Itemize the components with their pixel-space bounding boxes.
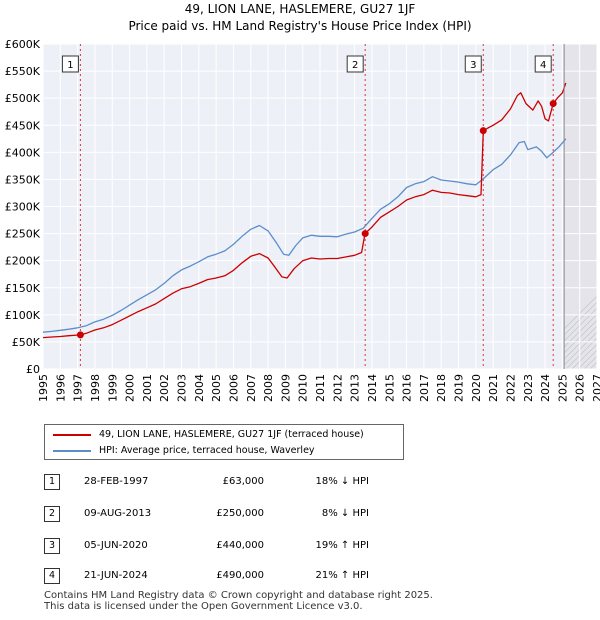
sale-number-label: 2 bbox=[352, 60, 358, 71]
y-tick-label: £200K bbox=[5, 255, 41, 268]
x-tick-label: 1995 bbox=[37, 374, 50, 402]
table-row: 3 05-JUN-2020 £440,000 19% ↑ HPI bbox=[44, 538, 424, 554]
table-row: 2 09-AUG-2013 £250,000 8% ↓ HPI bbox=[44, 506, 424, 522]
transaction-hpi-diff: 8% ↓ HPI bbox=[321, 508, 369, 519]
sale-point bbox=[549, 100, 557, 108]
x-tick-label: 2011 bbox=[314, 374, 327, 402]
footer-license: This data is licensed under the Open Gov… bbox=[44, 601, 363, 612]
y-tick-label: £400K bbox=[5, 146, 41, 159]
legend-item-hpi: HPI: Average price, terraced house, Wave… bbox=[53, 443, 315, 459]
y-tick-label: £450K bbox=[5, 119, 41, 132]
x-tick-label: 2014 bbox=[366, 374, 379, 402]
transaction-number-badge: 4 bbox=[44, 568, 60, 584]
x-tick-label: 1997 bbox=[72, 374, 85, 402]
x-tick-label: 1996 bbox=[54, 374, 67, 402]
x-tick-label: 1999 bbox=[106, 374, 119, 402]
sale-number-box bbox=[346, 55, 364, 73]
x-tick-label: 2018 bbox=[435, 374, 448, 402]
y-tick-label: £300K bbox=[5, 201, 41, 214]
legend-swatch-hpi bbox=[53, 449, 91, 452]
y-tick-label: £250K bbox=[5, 228, 41, 241]
price-chart: 49, LION LANE, HASLEMERE, GU27 1JF Price… bbox=[5, 2, 600, 402]
x-tick-label: 2005 bbox=[210, 374, 223, 402]
sale-number-label: 3 bbox=[470, 60, 476, 71]
property-series-line bbox=[42, 82, 567, 339]
x-tick-label: 2009 bbox=[279, 374, 292, 402]
legend-item-property: 49, LION LANE, HASLEMERE, GU27 1JF (terr… bbox=[53, 427, 364, 443]
x-tick-label: 1998 bbox=[89, 374, 102, 402]
transaction-date: 28-FEB-1997 bbox=[84, 476, 149, 487]
x-tick-label: 2001 bbox=[141, 374, 154, 402]
legend: 49, LION LANE, HASLEMERE, GU27 1JF (terr… bbox=[44, 424, 404, 460]
y-tick-label: £150K bbox=[5, 282, 41, 295]
sale-point bbox=[76, 331, 84, 339]
x-tick-label: 2007 bbox=[245, 374, 258, 402]
transaction-price: £440,000 bbox=[216, 540, 264, 551]
y-tick-label: £500K bbox=[5, 92, 41, 105]
legend-swatch-property bbox=[53, 433, 91, 436]
sale-point bbox=[361, 230, 369, 238]
transaction-number-badge: 2 bbox=[44, 506, 60, 522]
y-tick-label: £100K bbox=[5, 309, 41, 322]
y-tick-label: £600K bbox=[5, 38, 41, 51]
transaction-price: £250,000 bbox=[216, 508, 264, 519]
x-tick-label: 2015 bbox=[383, 374, 396, 402]
x-tick-label: 2013 bbox=[349, 374, 362, 402]
y-tick-label: £50K bbox=[12, 336, 41, 349]
x-tick-label: 2021 bbox=[487, 374, 500, 402]
transaction-date: 09-AUG-2013 bbox=[84, 508, 152, 519]
x-tick-label: 2002 bbox=[158, 374, 171, 402]
legend-label-hpi: HPI: Average price, terraced house, Wave… bbox=[99, 445, 315, 456]
x-tick-label: 2003 bbox=[176, 374, 189, 402]
transaction-hpi-diff: 19% ↑ HPI bbox=[315, 540, 369, 551]
chart-title: 49, LION LANE, HASLEMERE, GU27 1JF bbox=[185, 2, 416, 16]
footer: Contains HM Land Registry data © Crown c… bbox=[44, 590, 584, 612]
x-tick-label: 2012 bbox=[331, 374, 344, 402]
sale-number-label: 1 bbox=[67, 60, 73, 71]
transaction-date: 05-JUN-2020 bbox=[84, 540, 148, 551]
transaction-price: £490,000 bbox=[216, 570, 264, 581]
x-tick-label: 2017 bbox=[418, 374, 431, 402]
x-tick-label: 2025 bbox=[556, 374, 569, 402]
transaction-number-badge: 3 bbox=[44, 538, 60, 554]
footer-copyright: Contains HM Land Registry data © Crown c… bbox=[44, 590, 433, 601]
sale-number-label: 4 bbox=[540, 60, 546, 71]
y-tick-label: £550K bbox=[5, 65, 41, 78]
legend-label-property: 49, LION LANE, HASLEMERE, GU27 1JF (terr… bbox=[99, 429, 364, 440]
transaction-number-badge: 1 bbox=[44, 474, 60, 490]
x-tick-label: 2019 bbox=[453, 374, 466, 402]
x-tick-label: 2020 bbox=[470, 374, 483, 402]
x-tick-label: 2010 bbox=[297, 374, 310, 402]
transaction-hpi-diff: 18% ↓ HPI bbox=[315, 476, 369, 487]
transaction-date: 21-JUN-2024 bbox=[84, 570, 148, 581]
sale-number-box bbox=[534, 55, 552, 73]
x-tick-label: 2022 bbox=[504, 374, 517, 402]
table-row: 1 28-FEB-1997 £63,000 18% ↓ HPI bbox=[44, 474, 424, 490]
sale-number-box bbox=[464, 55, 482, 73]
chart-subtitle: Price paid vs. HM Land Registry's House … bbox=[128, 19, 471, 33]
sale-point bbox=[479, 127, 487, 135]
x-tick-label: 2000 bbox=[124, 374, 137, 402]
y-tick-label: £350K bbox=[5, 173, 41, 186]
transaction-price: £63,000 bbox=[222, 476, 264, 487]
x-tick-label: 2026 bbox=[574, 374, 587, 402]
table-row: 4 21-JUN-2024 £490,000 21% ↑ HPI bbox=[44, 568, 424, 584]
x-tick-label: 2004 bbox=[193, 374, 206, 402]
x-tick-label: 2006 bbox=[227, 374, 240, 402]
x-tick-label: 2024 bbox=[539, 374, 552, 402]
y-tick-label: £0 bbox=[26, 363, 40, 376]
hpi-series-line bbox=[42, 138, 567, 333]
x-tick-label: 2008 bbox=[262, 374, 275, 402]
x-tick-label: 2027 bbox=[591, 374, 600, 402]
transaction-hpi-diff: 21% ↑ HPI bbox=[315, 570, 369, 581]
sale-number-box bbox=[61, 55, 79, 73]
x-tick-label: 2023 bbox=[522, 374, 535, 402]
x-tick-label: 2016 bbox=[401, 374, 414, 402]
